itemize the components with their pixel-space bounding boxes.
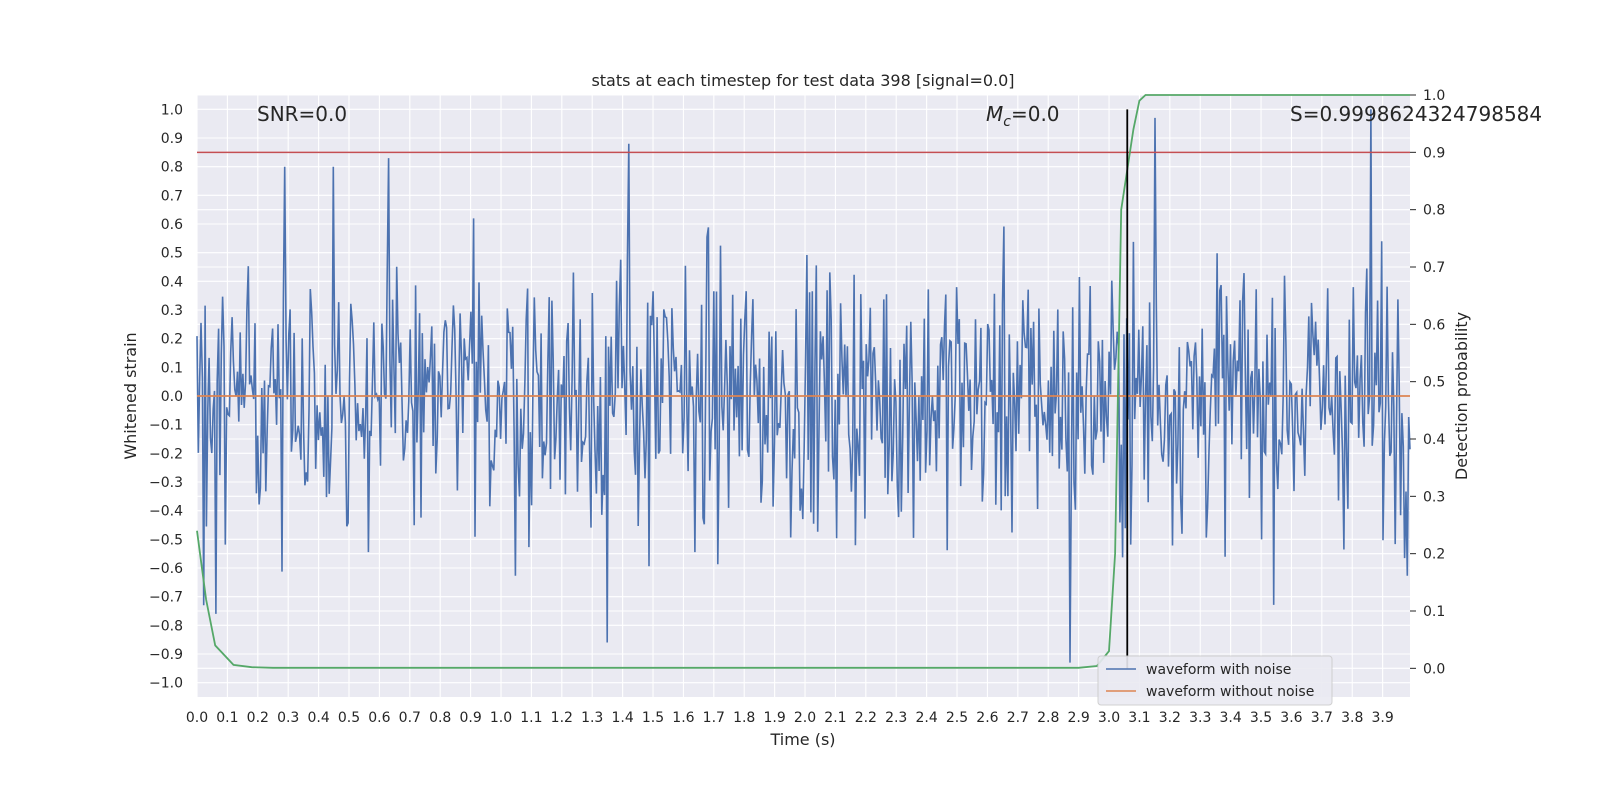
x-tick-label: 1.3 — [581, 710, 603, 726]
mc-symbol: M — [986, 102, 1003, 126]
x-tick-label: 3.5 — [1250, 710, 1272, 726]
x-tick-label: 1.1 — [520, 710, 542, 726]
y-tick-label: 0.9 — [161, 131, 183, 147]
overlay-series — [196, 94, 1410, 669]
x-tick-label: 3.2 — [1159, 710, 1181, 726]
x-tick-label: 2.2 — [855, 710, 877, 726]
legend: waveform with noise waveform without noi… — [1097, 655, 1333, 706]
mc-subscript: c — [1003, 114, 1011, 130]
y-tick-label: −0.2 — [149, 446, 183, 462]
waveform-with-noise-series — [196, 109, 1411, 663]
y-tick-label: −1.0 — [149, 676, 183, 692]
y-tick-label: −0.1 — [149, 418, 183, 434]
x-tick-label: 0.0 — [186, 710, 208, 726]
y2-tick-label: 0.7 — [1423, 260, 1445, 276]
x-tick-label: 3.4 — [1220, 710, 1242, 726]
legend-label-clean: waveform without noise — [1146, 684, 1314, 700]
chart-title: stats at each timestep for test data 398… — [591, 71, 1014, 90]
x-tick-label: 3.9 — [1372, 710, 1394, 726]
x-tick-label: 0.9 — [459, 710, 481, 726]
y-tick-label: 0.4 — [161, 274, 183, 290]
s-annotation: S=0.9998624324798584 — [1290, 102, 1542, 126]
x-tick-label: 1.7 — [703, 710, 725, 726]
y2-tick-label: 0.3 — [1423, 489, 1445, 505]
y-tick-label: 0.0 — [161, 389, 183, 405]
x-tick-label: 1.2 — [551, 710, 573, 726]
y-tick-label: 0.2 — [161, 332, 183, 348]
y-tick-label: 0.6 — [161, 217, 183, 233]
x-tick-label: 1.4 — [611, 710, 633, 726]
x-tick-label: 0.7 — [399, 710, 421, 726]
x-tick-label: 1.9 — [763, 710, 785, 726]
x-tick-label: 2.7 — [1007, 710, 1029, 726]
y-tick-label: 1.0 — [161, 102, 183, 118]
x-tick-label: 2.8 — [1037, 710, 1059, 726]
y2-axis-label: Detection probability — [1452, 312, 1471, 480]
x-tick-label: 2.5 — [946, 710, 968, 726]
x-tick-label: 2.4 — [915, 710, 937, 726]
x-tick-label: 0.5 — [338, 710, 360, 726]
x-tick-label: 0.8 — [429, 710, 451, 726]
y2-tick-label: 1.0 — [1423, 88, 1445, 104]
mc-value: =0.0 — [1011, 102, 1060, 126]
x-tick-label: 3.6 — [1280, 710, 1302, 726]
waveform-with-noise-line — [196, 109, 1411, 663]
x-tick-label: 1.6 — [672, 710, 694, 726]
y-tick-label: −0.4 — [149, 504, 183, 520]
x-tick-label: 2.0 — [794, 710, 816, 726]
y2-tick-label: 0.8 — [1423, 203, 1445, 219]
y-tick-label: 0.3 — [161, 303, 183, 319]
y2-tick-label: 0.6 — [1423, 317, 1445, 333]
x-tick-label: 1.0 — [490, 710, 512, 726]
x-tick-label: 1.8 — [733, 710, 755, 726]
detection-probability-line — [196, 94, 1410, 669]
mc-annotation: Mc=0.0 — [986, 102, 1060, 130]
y-tick-label: −0.6 — [149, 561, 183, 577]
x-tick-label: 0.1 — [216, 710, 238, 726]
y-tick-label: 0.5 — [161, 246, 183, 262]
y-tick-label: −0.8 — [149, 618, 183, 634]
y-axis-label: Whitened strain — [121, 332, 140, 459]
y2-tick-label: 0.0 — [1423, 661, 1445, 677]
y2-tick-label: 0.5 — [1423, 375, 1445, 391]
x-tick-label: 2.1 — [824, 710, 846, 726]
x-tick-label: 1.5 — [642, 710, 664, 726]
legend-label-noise: waveform with noise — [1146, 662, 1291, 678]
y-tick-label: 0.7 — [161, 188, 183, 204]
y-axis-left: −1.0 −0.9 −0.8 −0.7 −0.6 −0.5 −0.4 −0.3 −0.2 −0.1… — [149, 102, 183, 691]
x-tick-label: 0.3 — [277, 710, 299, 726]
x-tick-label: 0.4 — [307, 710, 329, 726]
y-tick-label: −0.5 — [149, 532, 183, 548]
x-tick-label: 3.7 — [1311, 710, 1333, 726]
y2-tick-label: 0.2 — [1423, 547, 1445, 563]
x-axis-label: Time (s) — [769, 730, 835, 749]
y-tick-label: −0.7 — [149, 590, 183, 606]
x-tick-label: 3.1 — [1128, 710, 1150, 726]
y2-tick-label: 0.9 — [1423, 145, 1445, 161]
y2-tick-label: 0.1 — [1423, 604, 1445, 620]
x-tick-label: 0.2 — [247, 710, 269, 726]
y-tick-label: 0.8 — [161, 160, 183, 176]
x-tick-label: 2.6 — [976, 710, 998, 726]
y-tick-label: −0.9 — [149, 647, 183, 663]
x-axis: 0.0 0.1 0.2 0.3 0.4 0.5 0.6 0.7 0.8 0.9 1.0 1.1 1.2 1… — [186, 710, 1394, 726]
y-tick-label: −0.3 — [149, 475, 183, 491]
x-tick-label: 3.8 — [1341, 710, 1363, 726]
legend-box — [1097, 655, 1333, 706]
x-tick-label: 3.3 — [1189, 710, 1211, 726]
x-tick-label: 3.0 — [1098, 710, 1120, 726]
y2-tick-label: 0.4 — [1423, 432, 1445, 448]
x-tick-label: 0.6 — [368, 710, 390, 726]
x-tick-label: 2.3 — [885, 710, 907, 726]
snr-annotation: SNR=0.0 — [257, 102, 347, 126]
y-tick-label: 0.1 — [161, 360, 183, 376]
x-tick-label: 2.9 — [1067, 710, 1089, 726]
y-axis-right: 0.0 0.1 0.2 0.3 0.4 0.5 0.6 0.7 0.8 0.9 1.0 — [1410, 88, 1445, 677]
